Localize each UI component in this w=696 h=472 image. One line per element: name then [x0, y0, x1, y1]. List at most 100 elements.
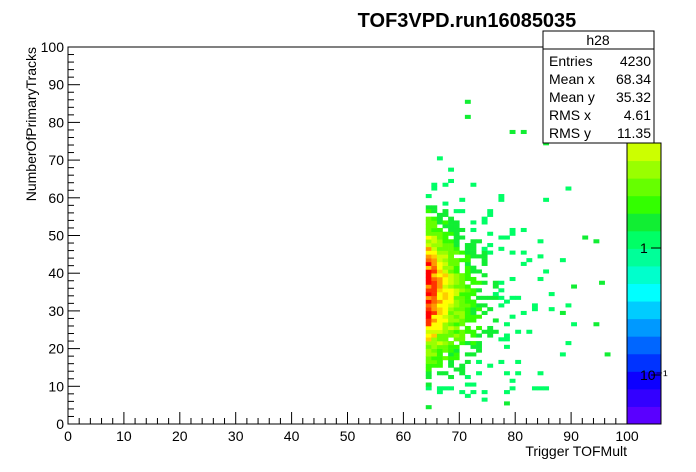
- heatmap-bin: [476, 307, 482, 312]
- heatmap-bin: [448, 318, 455, 323]
- heatmap-bin: [425, 258, 432, 263]
- heatmap-bin: [431, 292, 438, 297]
- stats-box-name: h28: [586, 32, 610, 48]
- heatmap-bin: [487, 209, 494, 214]
- heatmap-bin: [459, 227, 466, 233]
- heatmap-bin: [481, 329, 488, 334]
- heatmap-bin: [504, 333, 510, 338]
- heatmap-bin: [436, 329, 443, 334]
- heatmap-bin: [453, 224, 460, 229]
- heatmap-bin: [436, 292, 443, 297]
- heatmap-bin: [448, 280, 455, 285]
- heatmap-bin: [537, 386, 544, 391]
- heatmap-bin: [470, 254, 477, 259]
- heatmap-bin: [442, 209, 449, 214]
- heatmap-bin: [431, 344, 438, 349]
- heatmap-bin: [425, 220, 432, 225]
- heatmap-bin: [425, 329, 432, 334]
- y-tick-label: 100: [41, 39, 65, 55]
- heatmap-bin: [436, 318, 443, 323]
- heatmap-bin: [431, 235, 438, 240]
- heatmap-bin: [453, 348, 460, 353]
- heatmap-bin: [436, 227, 443, 233]
- heatmap-bin: [487, 363, 494, 368]
- heatmap-bin: [470, 276, 477, 282]
- heatmap-bin: [464, 382, 471, 387]
- heatmap-bin: [537, 254, 544, 259]
- colorbar-segment: [627, 301, 661, 320]
- heatmap-bin: [453, 356, 460, 361]
- heatmap-bin: [464, 292, 471, 297]
- heatmap-bin: [448, 292, 455, 297]
- heatmap-bin: [509, 386, 516, 391]
- heatmap-bin: [459, 371, 466, 376]
- heatmap-bin: [453, 276, 460, 282]
- heatmap-bin: [442, 307, 449, 312]
- heatmap-bin: [470, 352, 477, 357]
- heatmap-bin: [425, 363, 432, 368]
- heatmap-bin: [470, 182, 477, 187]
- heatmap-bin: [436, 273, 443, 278]
- heatmap-bins: [425, 99, 611, 410]
- heatmap-bin: [448, 288, 455, 293]
- heatmap-bin: [453, 307, 460, 312]
- x-tick-label: 100: [615, 428, 639, 444]
- heatmap-bin: [431, 227, 438, 233]
- x-tick-label: 0: [64, 428, 72, 444]
- heatmap-bin: [436, 363, 443, 368]
- heatmap-bin: [442, 318, 449, 323]
- colorbar-label-1: 1: [640, 240, 648, 256]
- heatmap-bin: [476, 280, 482, 285]
- heatmap-bin: [453, 344, 460, 349]
- heatmap-bin: [431, 359, 438, 364]
- heatmap-bin: [425, 371, 432, 376]
- heatmap-bin: [476, 333, 482, 338]
- heatmap-bin: [436, 243, 443, 248]
- heatmap-bin: [470, 220, 477, 225]
- heatmap-bin: [537, 371, 544, 376]
- heatmap-bin: [436, 231, 443, 236]
- heatmap-bin: [442, 254, 449, 259]
- heatmap-bin: [436, 261, 443, 266]
- heatmap-bin: [453, 231, 460, 236]
- heatmap-bin: [431, 273, 438, 278]
- heatmap-bin: [487, 329, 494, 334]
- heatmap-bin: [459, 280, 466, 285]
- heatmap-bin: [442, 299, 449, 304]
- heatmap-bin: [476, 341, 482, 346]
- heatmap-bin: [459, 303, 466, 308]
- heatmap-bin: [481, 250, 488, 255]
- heatmap-bin: [442, 239, 449, 244]
- heatmap-bin: [459, 299, 466, 304]
- heatmap-bin: [492, 292, 499, 297]
- colorbar-segment: [627, 143, 661, 162]
- stats-label-rms-y: RMS y: [549, 125, 591, 141]
- heatmap-bin: [436, 246, 443, 251]
- heatmap-bin: [509, 231, 516, 236]
- heatmap-bin: [425, 276, 432, 282]
- heatmap-bin: [476, 288, 482, 293]
- y-tick-label: 80: [48, 114, 64, 130]
- heatmap-bin: [476, 239, 482, 244]
- stats-box: h28 Entries 4230 Mean x 68.34 Mean y 35.…: [542, 30, 655, 144]
- heatmap-bin: [425, 295, 432, 300]
- colorbar-segment: [627, 388, 661, 407]
- heatmap-bin: [431, 265, 438, 270]
- heatmap-bin: [520, 129, 527, 135]
- y-tick-label: 20: [48, 341, 64, 357]
- heatmap-bin: [442, 182, 449, 187]
- colorbar-segment: [627, 371, 661, 390]
- heatmap-bin: [442, 280, 449, 285]
- heatmap-bin: [425, 405, 432, 410]
- heatmap-bin: [515, 295, 522, 300]
- heatmap-bin: [487, 212, 494, 217]
- heatmap-bin: [431, 299, 438, 304]
- heatmap-bin: [448, 246, 455, 251]
- heatmap-bin: [425, 254, 432, 259]
- heatmap-bin: [464, 276, 471, 282]
- heatmap-bin: [442, 231, 449, 236]
- heatmap-bin: [470, 303, 477, 308]
- heatmap-bin: [470, 299, 477, 304]
- heatmap-bin: [436, 258, 443, 263]
- heatmap-bin: [442, 386, 449, 391]
